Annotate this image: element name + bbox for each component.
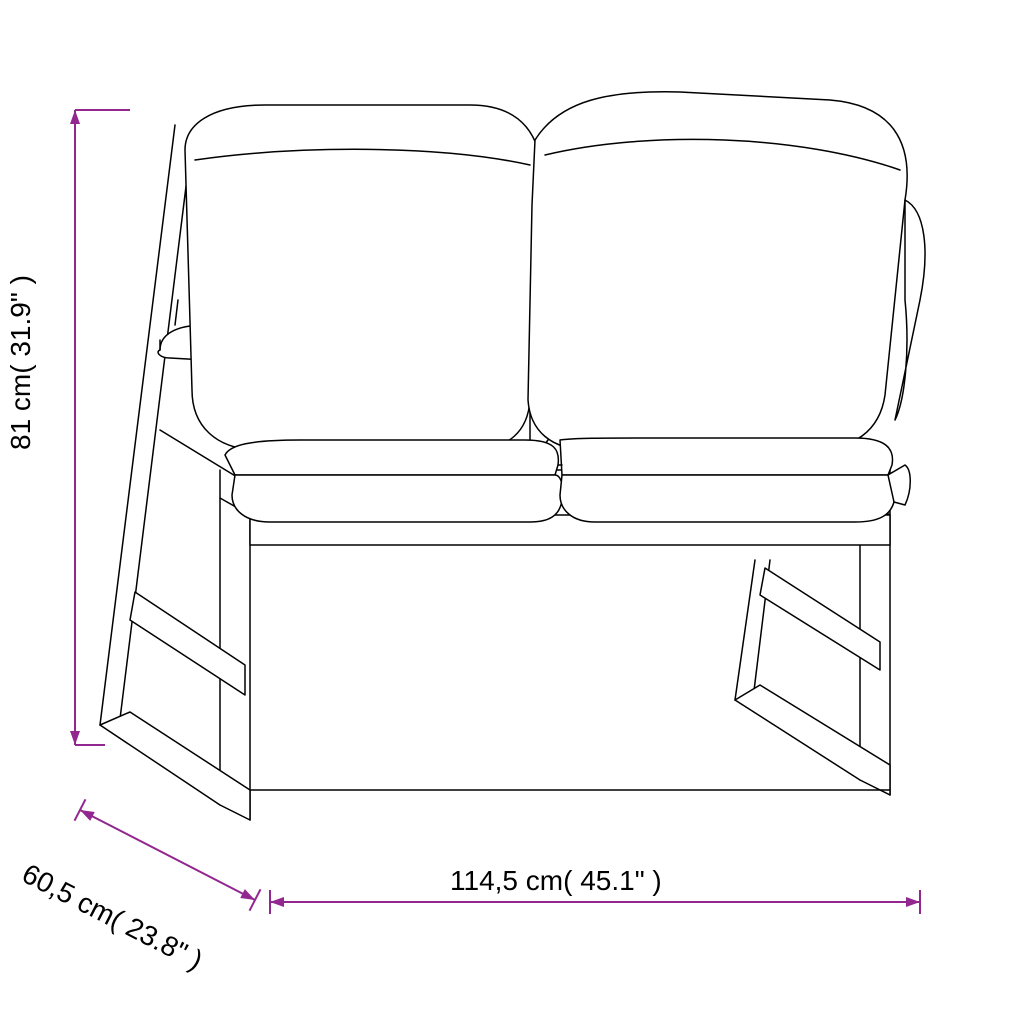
- depth-dimension-label: 60,5 cm( 23.8" ): [17, 858, 207, 976]
- height-dimension-label: 81 cm( 31.9" ): [5, 275, 36, 450]
- width-dimension-label: 114,5 cm( 45.1" ): [450, 865, 662, 896]
